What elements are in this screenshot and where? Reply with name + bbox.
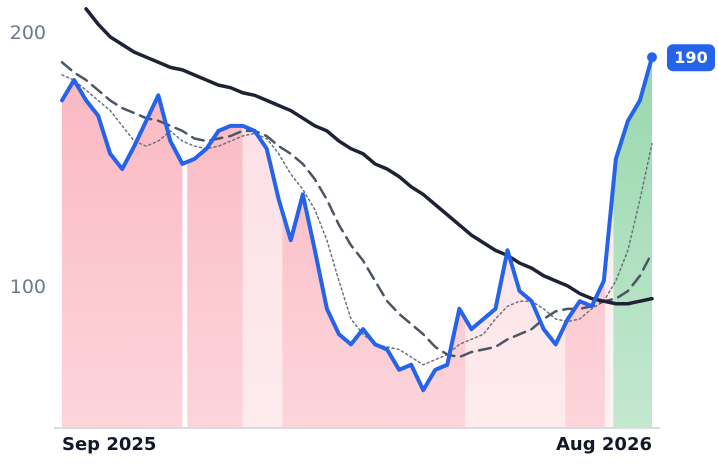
fade	[62, 0, 652, 427]
y-tick-label: 100	[10, 276, 46, 298]
series-line	[60, 55, 654, 393]
y-tick-label: 200	[10, 22, 46, 44]
series-line	[84, 7, 654, 306]
last-point	[647, 52, 657, 63]
series-line	[60, 61, 654, 359]
last-value-label: 190	[674, 48, 707, 67]
x-tick-label: Aug 2026	[556, 434, 652, 455]
x-tick-label: Sep 2025	[62, 434, 156, 455]
badge	[667, 44, 715, 72]
series-line	[61, 74, 653, 366]
